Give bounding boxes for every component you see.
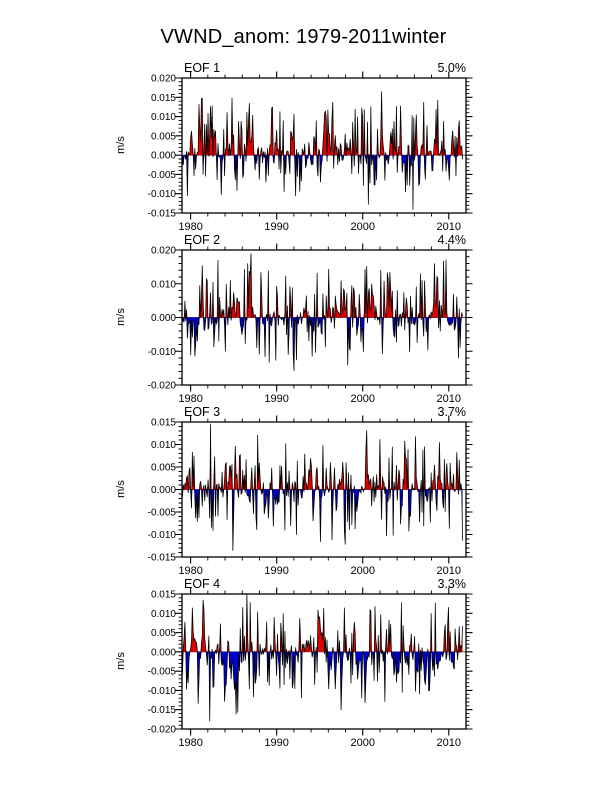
svg-text:1980: 1980: [178, 221, 202, 233]
eof4-label: EOF 4: [184, 577, 221, 591]
svg-text:0.000: 0.000: [151, 485, 176, 496]
eof1-variance-label: 5.0%: [437, 61, 467, 75]
svg-text:0.000: 0.000: [151, 313, 176, 324]
svg-text:2000: 2000: [350, 393, 374, 405]
svg-text:-0.005: -0.005: [148, 667, 177, 678]
svg-text:2000: 2000: [350, 565, 374, 577]
svg-text:0.015: 0.015: [151, 590, 176, 601]
svg-text:0.005: 0.005: [151, 463, 176, 474]
svg-text:0.020: 0.020: [151, 74, 176, 85]
svg-text:0.000: 0.000: [151, 647, 176, 658]
svg-text:0.005: 0.005: [151, 131, 176, 142]
svg-text:0.010: 0.010: [151, 609, 176, 620]
svg-text:-0.010: -0.010: [148, 189, 177, 200]
svg-text:0.015: 0.015: [151, 93, 176, 104]
svg-text:-0.010: -0.010: [148, 530, 177, 541]
eof3-label: EOF 3: [184, 405, 221, 419]
eof4-timeseries-plot: 0.015 0.010 0.005 0.000 -0.005 -0.010 -0.015 -0…: [148, 587, 473, 749]
eof4-y-axis-unit-label: m/s: [115, 652, 127, 670]
svg-text:0.020: 0.020: [151, 246, 176, 257]
svg-text:1980: 1980: [178, 737, 202, 749]
svg-text:1980: 1980: [178, 565, 202, 577]
figure-title: VWND_anom: 1979-2011winter: [160, 26, 447, 48]
svg-text:1990: 1990: [264, 221, 288, 233]
eof4-variance-label: 3.3%: [437, 577, 467, 591]
svg-text:-0.005: -0.005: [148, 508, 177, 519]
eof3-panel: 0.015 0.010 0.005 0.000 -0.005 -0.010 -0.015 19…: [100, 398, 500, 590]
svg-text:2010: 2010: [437, 565, 461, 577]
svg-text:1990: 1990: [264, 393, 288, 405]
svg-text:1990: 1990: [264, 737, 288, 749]
svg-text:0.005: 0.005: [151, 628, 176, 639]
eof1-timeseries-plot: 0.020 0.015 0.010 0.005 0.000 -0.005 -0.010 -0.…: [148, 71, 473, 233]
eof4-panel: 0.015 0.010 0.005 0.000 -0.005 -0.010 -0.015 -0…: [100, 570, 500, 762]
svg-text:-0.015: -0.015: [148, 209, 177, 220]
eof2-label: EOF 2: [184, 233, 221, 247]
svg-text:0.010: 0.010: [151, 279, 176, 290]
svg-text:2000: 2000: [350, 221, 374, 233]
svg-text:0.010: 0.010: [151, 440, 176, 451]
svg-text:2010: 2010: [437, 393, 461, 405]
eof1-y-axis-unit-label: m/s: [115, 136, 127, 154]
svg-text:2010: 2010: [437, 221, 461, 233]
svg-text:-0.010: -0.010: [148, 347, 177, 358]
svg-text:2000: 2000: [350, 737, 374, 749]
svg-text:0.010: 0.010: [151, 112, 176, 123]
svg-text:1980: 1980: [178, 393, 202, 405]
svg-text:-0.015: -0.015: [148, 553, 177, 564]
eof3-variance-label: 3.7%: [437, 405, 467, 419]
eof3-y-axis-unit-label: m/s: [115, 480, 127, 498]
svg-text:1990: 1990: [264, 565, 288, 577]
eof3-timeseries-plot: 0.0150.0100.0050.000-0.005-0.010-0.01519…: [148, 415, 473, 577]
svg-text:-0.020: -0.020: [148, 725, 177, 736]
svg-text:0.015: 0.015: [151, 418, 176, 429]
svg-text:-0.020: -0.020: [148, 381, 177, 392]
svg-text:-0.015: -0.015: [148, 705, 177, 716]
eof2-panel: 0.020 0.010 0.000 -0.010 -0.020 1980 1990 2000 2…: [100, 226, 500, 418]
svg-text:-0.005: -0.005: [148, 170, 177, 181]
eof2-variance-label: 4.4%: [437, 233, 467, 247]
eof1-label: EOF 1: [184, 61, 221, 75]
svg-text:2010: 2010: [437, 737, 461, 749]
eof1-panel: 0.020 0.015 0.010 0.005 0.000 -0.005 -0.010 -0.…: [100, 54, 500, 246]
svg-text:0.000: 0.000: [151, 151, 176, 162]
svg-text:-0.010: -0.010: [148, 686, 177, 697]
eof2-y-axis-unit-label: m/s: [115, 308, 127, 326]
